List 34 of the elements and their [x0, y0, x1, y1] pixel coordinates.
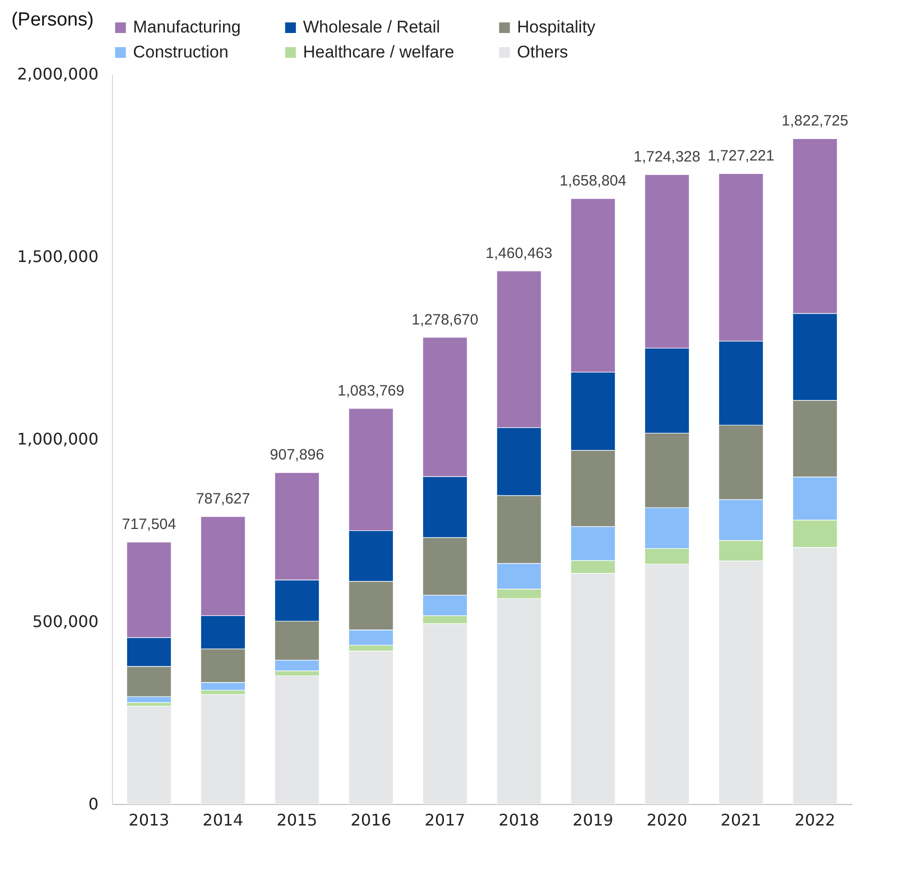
legend-label: Manufacturing [133, 18, 241, 37]
total-label: 1,083,769 [338, 382, 404, 400]
total-label: 1,278,670 [412, 311, 478, 328]
bar [126, 706, 172, 804]
x-tick-label: 2021 [720, 810, 762, 830]
total-label: 1,658,804 [560, 172, 626, 190]
x-tick-label: 2019 [572, 810, 614, 830]
y-tick-label: 500,000 [32, 612, 98, 631]
total-label: 787,627 [196, 490, 250, 508]
x-tick-label: 2016 [350, 810, 392, 830]
legend-label: Others [517, 42, 568, 62]
legend-label: Wholesale / Retail [303, 18, 440, 37]
total-label: 907,896 [270, 446, 324, 464]
y-tick-label: 1,500,000 [17, 247, 98, 266]
bar [200, 694, 246, 804]
y-axis-title: (Persons) [11, 10, 94, 30]
y-tick-label: 0 [88, 794, 98, 814]
x-tick-label: 2017 [424, 810, 466, 830]
x-tick-label: 2013 [128, 810, 170, 830]
x-tick-label: 2014 [202, 810, 244, 830]
x-tick-label: 2022 [794, 810, 836, 830]
legend-label: Construction [133, 42, 228, 62]
total-label: 1,727,221 [708, 148, 774, 165]
x-tick-label: 2018 [498, 810, 540, 830]
legend-label: Healthcare / welfare [303, 42, 454, 62]
x-tick-label: 2020 [646, 810, 688, 830]
total-label: 717,504 [122, 516, 176, 534]
y-tick-label: 2,000,000 [17, 64, 98, 84]
x-tick-label: 2015 [276, 810, 318, 830]
legend-label: Hospitality [517, 18, 596, 37]
y-tick-label: 1,000,000 [17, 430, 98, 448]
total-label: 1,724,328 [634, 148, 700, 166]
total-label: 1,460,463 [486, 244, 552, 262]
total-label: 1,822,725 [782, 112, 848, 130]
